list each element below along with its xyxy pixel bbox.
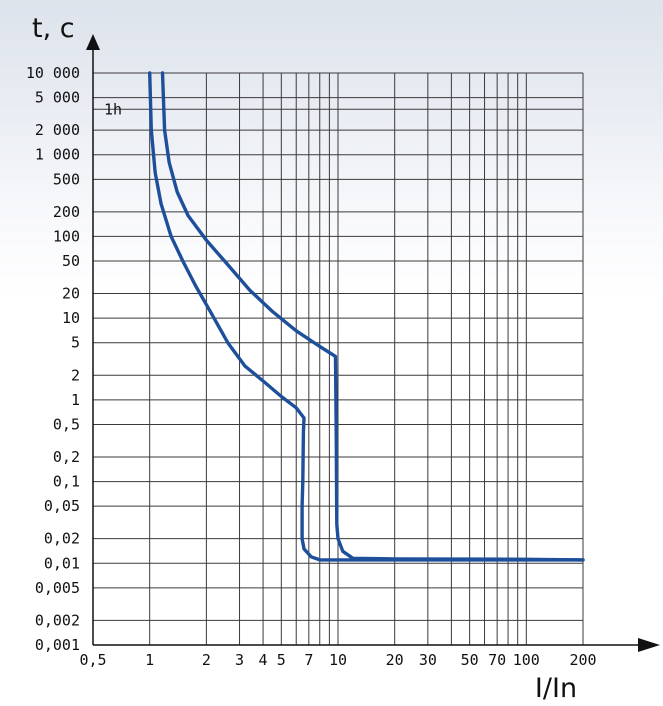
y-tick-label: 10 <box>62 309 80 327</box>
y-tick-label: 5 000 <box>35 89 80 107</box>
x-tick-label: 50 <box>461 651 479 669</box>
x-tick-label: 3 <box>235 651 244 669</box>
y-tick-label: 100 <box>53 227 80 245</box>
y-tick-label: 0,002 <box>35 611 80 629</box>
y-tick-label: 0,005 <box>35 579 80 597</box>
x-tick-label: 20 <box>386 651 404 669</box>
y-tick-label: 1 000 <box>35 146 80 164</box>
y-tick-label: 0,02 <box>44 530 80 548</box>
y-tick-label: 0,001 <box>35 636 80 654</box>
x-axis-arrow-icon <box>638 638 660 652</box>
y-tick-labels: 10 000 5 000 1h 2 000 1 000 500 200 100 50 20 10 5 2… <box>26 64 122 654</box>
y-tick-label: 2 000 <box>35 121 80 139</box>
series-2-curve <box>160 71 585 562</box>
x-tick-label: 7 <box>304 651 313 669</box>
y-tick-label: 200 <box>53 203 80 221</box>
x-tick-label: 5 <box>277 651 286 669</box>
x-tick-label: 70 <box>488 651 506 669</box>
x-tick-label: 4 <box>259 651 268 669</box>
y-tick-label: 5 <box>71 334 80 352</box>
axes: t, c I/In <box>32 13 660 704</box>
x-tick-label: 100 <box>513 651 540 669</box>
series-1-curve <box>148 71 585 562</box>
curves <box>148 71 585 562</box>
x-tick-labels: 0,5 1 2 3 4 5 7 10 20 30 50 70 100 200 <box>79 651 596 669</box>
y-tick-label: 2 <box>71 366 80 384</box>
y-tick-label: 1 <box>71 391 80 409</box>
y-tick-label: 20 <box>62 285 80 303</box>
y-tick-label: 0,2 <box>53 448 80 466</box>
x-tick-label: 1 <box>145 651 154 669</box>
x-tick-label: 2 <box>202 651 211 669</box>
y-axis-title: t, c <box>32 13 75 44</box>
x-tick-label: 200 <box>569 651 596 669</box>
y-tick-label: 0,05 <box>44 497 80 515</box>
y-tick-label: 0,1 <box>53 473 80 491</box>
y-tick-label: 0,01 <box>44 554 80 572</box>
y-tick-label: 1h <box>104 100 122 118</box>
y-tick-label: 50 <box>62 252 80 270</box>
y-tick-label: 500 <box>53 170 80 188</box>
y-axis-arrow-icon <box>86 34 100 50</box>
x-tick-label: 10 <box>329 651 347 669</box>
x-tick-label: 0,5 <box>79 651 106 669</box>
x-tick-label: 30 <box>419 651 437 669</box>
y-tick-label: 0,5 <box>53 415 80 433</box>
y-tick-label: 10 000 <box>26 64 80 82</box>
x-axis-title: I/In <box>535 673 577 704</box>
